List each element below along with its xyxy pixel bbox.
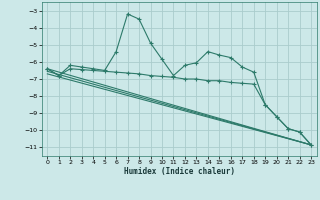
X-axis label: Humidex (Indice chaleur): Humidex (Indice chaleur) — [124, 167, 235, 176]
